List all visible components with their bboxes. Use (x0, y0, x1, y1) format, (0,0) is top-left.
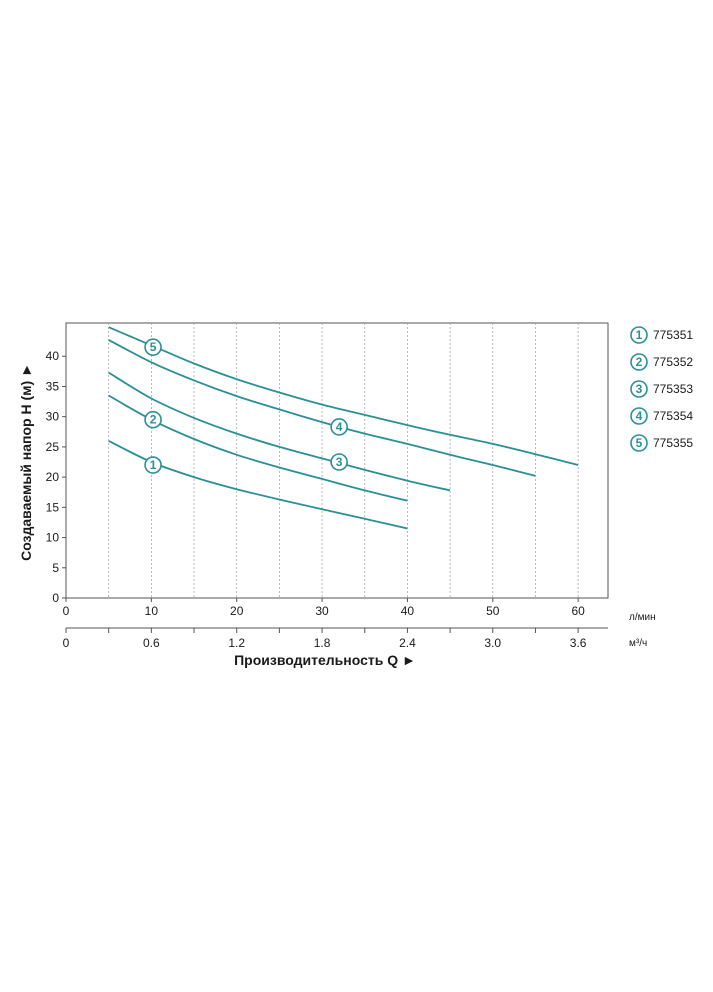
x-tick-label: 50 (486, 604, 500, 618)
x2-tick-label: 3.0 (484, 636, 501, 650)
legend-marker-label: 2 (636, 355, 643, 369)
y-tick-label: 30 (46, 410, 60, 424)
x-axis-title: Производительность Q ► (234, 652, 416, 668)
legend-marker (630, 326, 648, 344)
y-tick-label: 35 (46, 379, 60, 393)
legend-marker (630, 434, 648, 452)
x2-tick-label: 0.6 (143, 636, 160, 650)
y-tick-label: 15 (46, 500, 60, 514)
legend-marker-label: 3 (636, 382, 643, 396)
legend-entry: 775353 (653, 382, 693, 396)
x2-axis: 0 0.6 1.2 1.8 2.4 3.0 3.6 (63, 627, 608, 650)
series-marker-label: 4 (336, 420, 343, 434)
legend-marker (630, 353, 648, 371)
series-line-775351 (108, 440, 408, 530)
plot-border (65, 322, 609, 599)
x-tick-label: 10 (145, 604, 159, 618)
x2-tick-label: 3.6 (570, 636, 587, 650)
x2-tick-label: 1.2 (228, 636, 245, 650)
y-tick-label: 0 (52, 591, 59, 605)
series-marker-2 (144, 410, 162, 429)
x-tick-label: 0 (63, 604, 70, 618)
y-tick-label: 5 (52, 561, 59, 575)
x2-tick-label: 1.8 (314, 636, 331, 650)
plot-frame (65, 322, 609, 599)
y-tick-label: 20 (46, 470, 60, 484)
series-line-775353 (108, 371, 451, 492)
y-axis-ticks: 0 5 10 15 20 25 30 35 40 (46, 349, 66, 605)
legend-entry: 775351 (653, 328, 693, 342)
y-tick-label: 10 (46, 531, 60, 545)
x2-tick-label: 2.4 (399, 636, 416, 650)
series-marker-4 (330, 418, 348, 436)
series-line-775355 (108, 326, 579, 466)
legend-entry: 775355 (653, 436, 693, 450)
legend-marker (630, 380, 648, 398)
legend-entry: 775354 (653, 409, 693, 423)
x-axis-unit: л/мин (629, 612, 656, 623)
grid-lines (108, 323, 579, 598)
series-marker-5 (144, 338, 162, 356)
x-tick-label: 20 (230, 604, 244, 618)
y-axis-title: Создаваемый напор H (м) ► (18, 363, 34, 561)
x-tick-label: 30 (315, 604, 329, 618)
series-marker-1 (144, 456, 162, 474)
x-tick-label: 40 (401, 604, 415, 618)
series-line-775354 (108, 339, 536, 477)
series-marker-label: 2 (150, 413, 157, 427)
series-markers: 1 2 3 4 5 (144, 338, 348, 474)
x2-axis-unit: м³/ч (629, 638, 647, 649)
legend-marker-label: 5 (636, 436, 643, 450)
series-marker-label: 5 (150, 340, 157, 354)
series-marker-label: 1 (150, 458, 157, 472)
legend-marker-label: 1 (636, 328, 643, 342)
x-axis-ticks: 0 10 20 30 40 50 60 (63, 598, 585, 618)
legend: 1 775351 2 775352 3 775353 4 775354 5 775355 (630, 326, 693, 452)
legend-marker-label: 4 (636, 409, 643, 423)
series-marker-3 (330, 453, 348, 471)
x-tick-label: 60 (571, 604, 585, 618)
y-tick-label: 25 (46, 440, 60, 454)
legend-entry: 775352 (653, 355, 693, 369)
x2-tick-label: 0 (63, 636, 70, 650)
legend-marker (630, 407, 648, 425)
y-tick-label: 40 (46, 349, 60, 363)
series-marker-label: 3 (336, 455, 343, 469)
